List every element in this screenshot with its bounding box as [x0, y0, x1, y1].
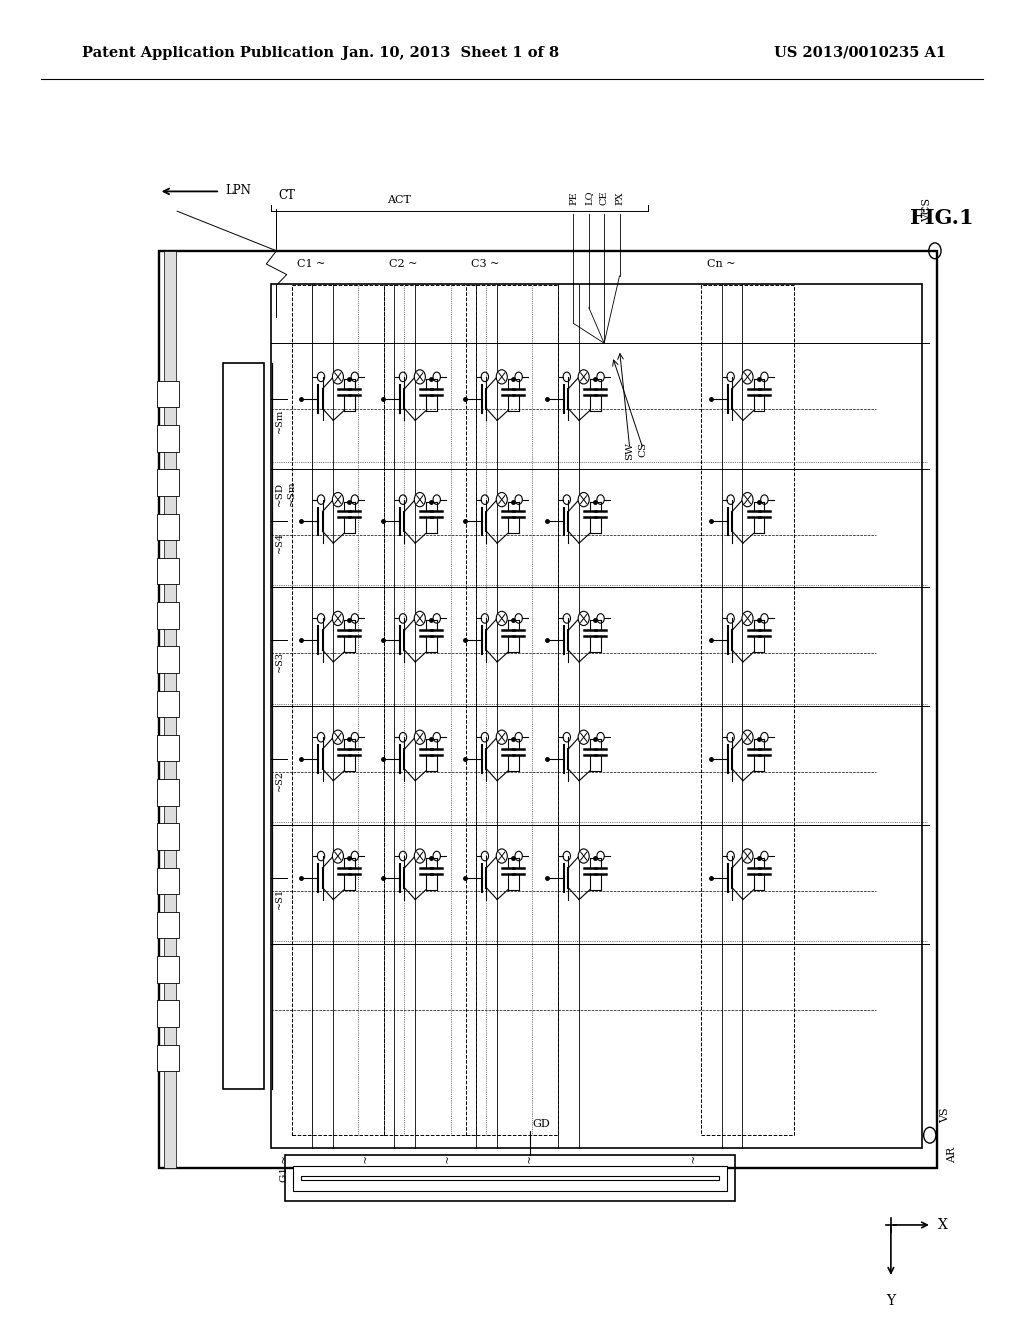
Circle shape [497, 730, 507, 744]
Text: Jan. 10, 2013  Sheet 1 of 8: Jan. 10, 2013 Sheet 1 of 8 [342, 46, 559, 59]
Circle shape [497, 492, 507, 507]
Circle shape [333, 370, 343, 384]
Text: ~Sm: ~Sm [275, 409, 285, 433]
Circle shape [415, 370, 425, 384]
Text: SW: SW [625, 442, 634, 459]
Text: Y: Y [887, 1294, 895, 1308]
Circle shape [415, 730, 425, 744]
Circle shape [333, 611, 343, 626]
Bar [157, 824, 179, 850]
Circle shape [333, 730, 343, 744]
Text: C1 ~: C1 ~ [297, 259, 326, 269]
Bar [157, 470, 179, 496]
Circle shape [415, 492, 425, 507]
Text: GD: GD [499, 1172, 521, 1185]
Circle shape [497, 611, 507, 626]
Circle shape [579, 611, 589, 626]
Text: VCS: VCS [922, 198, 932, 222]
Bar [701, 285, 794, 1135]
Text: G2 ~: G2 ~ [362, 1155, 371, 1181]
Bar [157, 1044, 179, 1071]
Bar [157, 647, 179, 673]
Text: ~S2: ~S2 [275, 770, 285, 791]
Bar [157, 558, 179, 585]
Text: Cn ~: Cn ~ [707, 259, 735, 269]
Bar [157, 1001, 179, 1027]
Text: VS: VS [940, 1107, 950, 1123]
Bar [157, 735, 179, 762]
Circle shape [742, 849, 753, 863]
Bar [466, 285, 558, 1135]
Text: ~S1: ~S1 [275, 888, 285, 909]
Text: AR: AR [947, 1147, 957, 1163]
Circle shape [742, 370, 753, 384]
Bar [159, 251, 937, 1168]
Text: PE: PE [569, 191, 578, 205]
Text: C2 ~: C2 ~ [389, 259, 418, 269]
Bar [157, 912, 179, 939]
Text: ~Sm: ~Sm [287, 480, 296, 507]
Text: G3 ~: G3 ~ [444, 1155, 453, 1181]
Bar [223, 363, 264, 1089]
Text: LPN: LPN [225, 183, 251, 197]
Text: CE: CE [600, 190, 608, 205]
Text: GD: GD [532, 1118, 550, 1129]
Text: Patent Application Publication: Patent Application Publication [82, 46, 334, 59]
Text: US 2013/0010235 A1: US 2013/0010235 A1 [774, 46, 946, 59]
Bar [293, 1166, 727, 1191]
Text: ACT: ACT [387, 194, 412, 205]
Bar [157, 690, 179, 717]
Circle shape [742, 730, 753, 744]
Circle shape [579, 849, 589, 863]
Text: ~SD: ~SD [274, 482, 284, 506]
Bar [384, 285, 476, 1135]
Bar [271, 284, 922, 1148]
Circle shape [333, 492, 343, 507]
Text: G4 ~: G4 ~ [526, 1155, 535, 1181]
Circle shape [415, 611, 425, 626]
Circle shape [579, 370, 589, 384]
Circle shape [333, 849, 343, 863]
Circle shape [579, 730, 589, 744]
Text: G1 ~: G1 ~ [281, 1155, 289, 1181]
Text: CT: CT [279, 189, 295, 202]
Circle shape [415, 849, 425, 863]
Bar [285, 1155, 735, 1201]
Text: ~S3: ~S3 [275, 651, 285, 672]
Text: ~S4: ~S4 [275, 532, 285, 553]
Bar [157, 779, 179, 805]
Bar [157, 956, 179, 982]
Circle shape [742, 611, 753, 626]
Bar [157, 381, 179, 408]
Text: Gn ~: Gn ~ [690, 1155, 698, 1183]
Text: LQ: LQ [585, 190, 593, 205]
Text: X: X [938, 1218, 948, 1232]
Text: 2: 2 [238, 717, 250, 735]
Text: CS: CS [638, 442, 647, 457]
Bar [157, 867, 179, 894]
Bar [157, 513, 179, 540]
Circle shape [497, 849, 507, 863]
Bar [164, 251, 176, 1168]
Bar [301, 1176, 719, 1180]
Bar [292, 285, 384, 1135]
Circle shape [579, 492, 589, 507]
Circle shape [497, 370, 507, 384]
Bar [157, 425, 179, 451]
Text: C3 ~: C3 ~ [471, 259, 500, 269]
Bar [157, 602, 179, 628]
Text: FIG.1: FIG.1 [910, 207, 974, 228]
Text: PX: PX [615, 191, 624, 205]
Circle shape [742, 492, 753, 507]
